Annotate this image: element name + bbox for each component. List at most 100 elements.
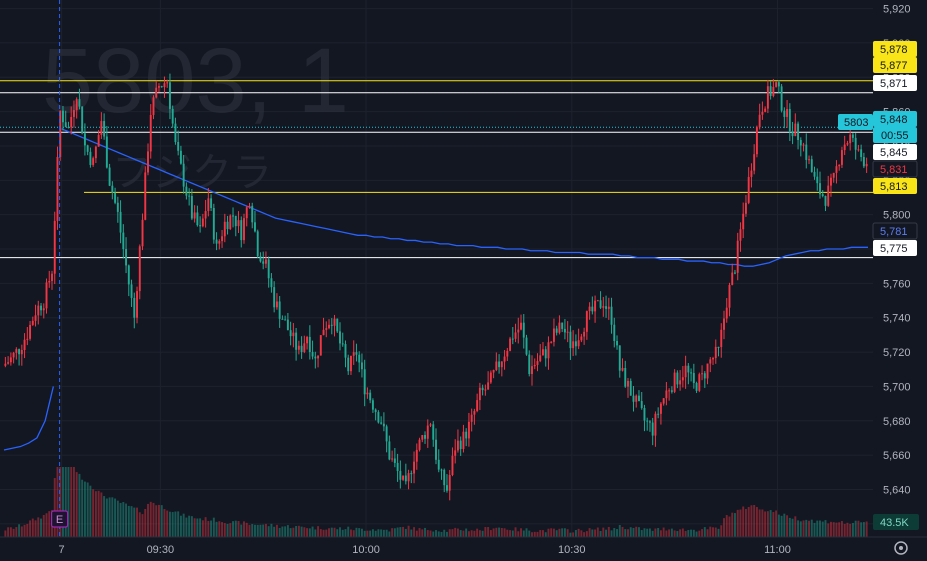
volume-bar xyxy=(371,529,374,537)
candle-body xyxy=(846,143,849,145)
candle-body xyxy=(709,359,712,364)
candle-body xyxy=(53,220,56,274)
candle-body xyxy=(404,475,407,482)
candle-body xyxy=(190,196,193,219)
volume-bar xyxy=(462,530,465,537)
candle-body xyxy=(177,141,180,151)
volume-bar xyxy=(59,467,62,537)
horizontal-levels[interactable] xyxy=(0,80,873,259)
volume-bar xyxy=(221,522,224,537)
volume-bar xyxy=(53,478,56,537)
volume-bar xyxy=(232,521,234,537)
price-label-text: 5,775 xyxy=(880,243,908,255)
volume-bar xyxy=(473,530,476,537)
volume-bar xyxy=(816,520,819,537)
candle-body xyxy=(78,99,81,107)
volume-bar xyxy=(514,527,517,537)
volume-bar xyxy=(388,531,391,537)
volume-bar xyxy=(413,527,416,537)
volume-bar xyxy=(116,500,119,537)
volume-bar xyxy=(676,531,679,537)
volume-bar xyxy=(34,520,37,537)
volume-bar xyxy=(190,516,193,537)
price-label-5781: 5,781 xyxy=(872,222,918,240)
volume-bar xyxy=(772,512,775,537)
candle-body xyxy=(89,151,92,165)
volume-bar xyxy=(467,531,470,537)
volume-bar xyxy=(862,522,865,537)
volume-bar xyxy=(223,523,226,537)
candle-body xyxy=(659,403,662,414)
candle-body xyxy=(377,412,380,423)
earnings-marker[interactable]: E xyxy=(50,510,69,528)
volume-bar xyxy=(325,529,328,537)
candle-body xyxy=(654,413,657,436)
candle-body xyxy=(278,301,281,319)
volume-bar xyxy=(256,524,259,537)
candle-body xyxy=(374,409,377,413)
volume-bar xyxy=(717,528,720,537)
candle-body xyxy=(788,108,791,132)
vwap-line xyxy=(3,128,868,451)
price-label-box xyxy=(873,75,917,91)
volume-bar xyxy=(103,496,106,537)
candle-body xyxy=(48,280,51,283)
candle-body xyxy=(382,423,385,427)
candle-body xyxy=(34,315,37,321)
candle-body xyxy=(596,300,599,302)
candle-body xyxy=(857,149,860,151)
volume-bar xyxy=(821,521,824,537)
volume-bar xyxy=(742,506,745,537)
candle-body xyxy=(215,239,218,244)
volume-bar xyxy=(89,485,92,537)
symbol-tag: 5803 xyxy=(838,114,873,130)
candle-body xyxy=(251,205,254,223)
volume-bar xyxy=(297,525,300,537)
candle-body xyxy=(687,365,690,373)
volume-bar xyxy=(226,523,229,537)
candle-body xyxy=(643,408,646,421)
candle-body xyxy=(105,136,108,168)
candle-body xyxy=(555,328,558,333)
volume-bar xyxy=(709,526,712,537)
candle-body xyxy=(692,373,695,384)
volume-bar xyxy=(780,515,783,537)
volume-bar xyxy=(333,527,336,537)
candle-body xyxy=(248,205,251,208)
settings-gear-icon[interactable] xyxy=(894,541,908,555)
volume-bar xyxy=(42,515,45,537)
price-axis[interactable]: 5,9205,9005,8805,8605,8405,8205,8005,780… xyxy=(872,0,927,561)
volume-bar xyxy=(267,526,270,537)
candle-body xyxy=(196,212,199,226)
candle-body xyxy=(533,364,536,367)
candle-body xyxy=(849,134,852,144)
candle-body xyxy=(7,362,10,364)
volume-bar xyxy=(648,528,651,537)
volume-bar xyxy=(177,511,180,537)
price-label-5871: 5,871 xyxy=(873,75,917,91)
volume-bar xyxy=(284,526,287,537)
candle-body xyxy=(122,232,125,250)
candle-body xyxy=(563,328,566,333)
volume-bar xyxy=(509,530,512,537)
candle-body xyxy=(116,202,119,212)
volume-bar xyxy=(849,523,852,537)
symbol-tag-text: 5803 xyxy=(844,117,868,129)
volume-bar xyxy=(813,522,816,537)
candle-body xyxy=(498,361,501,368)
volume-bar xyxy=(402,526,405,537)
volume-bar xyxy=(171,512,174,537)
volume-bar xyxy=(500,528,503,537)
candle-body xyxy=(764,108,767,112)
volume-bar xyxy=(336,529,339,537)
candle-body xyxy=(127,265,130,285)
volume-bar xyxy=(92,489,95,537)
volume-bar xyxy=(854,520,857,537)
candle-body xyxy=(393,458,396,463)
candle-body xyxy=(125,249,128,266)
candle-body xyxy=(542,349,544,356)
volume-bar xyxy=(846,522,849,537)
volume-bar xyxy=(86,482,89,537)
